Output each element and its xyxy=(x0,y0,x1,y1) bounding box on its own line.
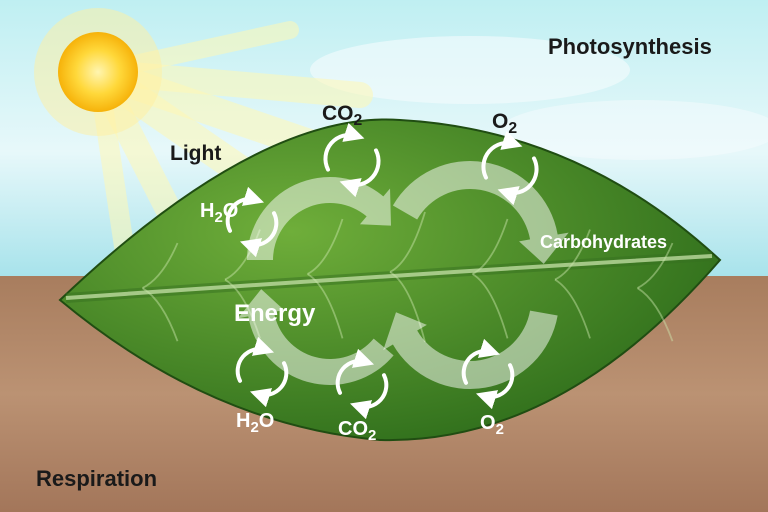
label-carbohydrates: Carbohydrates xyxy=(540,232,667,253)
diagram-stage: Photosynthesis Respiration Light CO2 O2 … xyxy=(0,0,768,512)
title-respiration: Respiration xyxy=(36,466,157,492)
label-o2-top: O2 xyxy=(492,110,517,138)
label-light: Light xyxy=(170,142,221,166)
label-energy: Energy xyxy=(234,300,315,328)
label-co2-top: CO2 xyxy=(322,102,362,130)
title-photosynthesis: Photosynthesis xyxy=(548,34,712,60)
label-h2o-top: H2O xyxy=(200,200,238,226)
sun-icon xyxy=(58,32,138,112)
label-h2o-bottom: H2O xyxy=(236,410,274,436)
diagram-svg xyxy=(0,0,768,512)
label-o2-bottom: O2 xyxy=(480,412,504,438)
label-co2-bottom: CO2 xyxy=(338,418,376,444)
